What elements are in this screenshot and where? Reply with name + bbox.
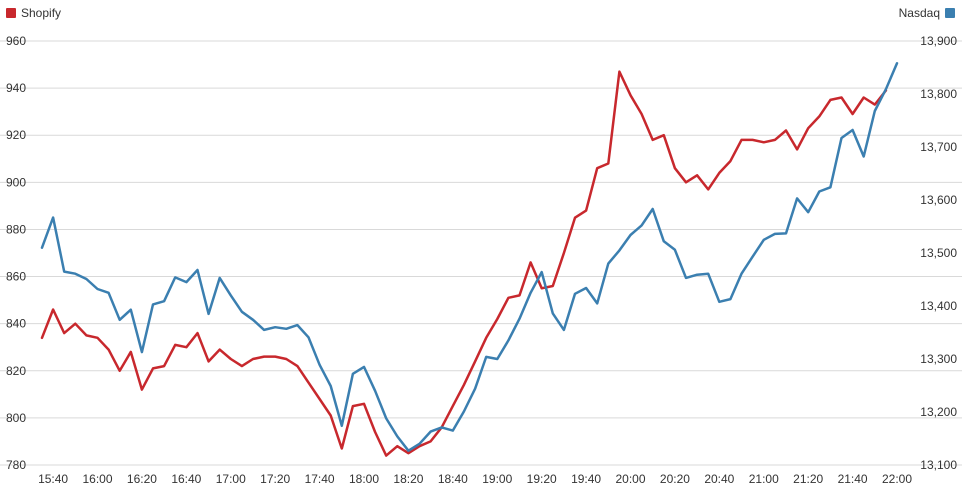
x-tick-label: 21:20: [793, 472, 823, 486]
legend-label-nasdaq: Nasdaq: [899, 6, 940, 20]
x-tick-label: 18:40: [438, 472, 468, 486]
x-tick-label: 19:00: [482, 472, 512, 486]
x-tick-label: 19:20: [527, 472, 557, 486]
legend-label-shopify: Shopify: [21, 6, 61, 20]
right-tick-label: 13,700: [920, 140, 957, 154]
x-tick-label: 17:00: [216, 472, 246, 486]
x-tick-label: 17:20: [260, 472, 290, 486]
x-tick-label: 19:40: [571, 472, 601, 486]
right-tick-label: 13,800: [920, 87, 957, 101]
series-line-nasdaq: [40, 62, 899, 452]
right-tick-label: 13,900: [920, 34, 957, 48]
x-tick-label: 17:40: [305, 472, 335, 486]
right-tick-label: 13,500: [920, 246, 957, 260]
right-tick-label: 13,400: [920, 299, 957, 313]
x-tick-label: 20:40: [704, 472, 734, 486]
x-tick-label: 20:00: [615, 472, 645, 486]
right-tick-label: 13,600: [920, 193, 957, 207]
left-tick-label: 820: [6, 364, 26, 378]
series: [40, 62, 899, 457]
x-tick-label: 16:00: [83, 472, 113, 486]
legend-swatch-nasdaq: [945, 8, 955, 18]
x-tick-label: 15:40: [38, 472, 68, 486]
x-tick-label: 22:00: [882, 472, 912, 486]
x-tick-label: 18:20: [393, 472, 423, 486]
left-tick-label: 840: [6, 317, 26, 331]
series-line-shopify: [40, 70, 888, 457]
left-tick-label: 880: [6, 222, 26, 236]
x-tick-label: 16:40: [171, 472, 201, 486]
x-tick-label: 21:40: [838, 472, 868, 486]
left-tick-label: 800: [6, 411, 26, 425]
right-y-axis: 13,100 13,200 13,300 13,400 13,500 13,600 13,7…: [920, 34, 957, 472]
legend-swatch-shopify: [6, 8, 16, 18]
right-tick-label: 13,100: [920, 458, 957, 472]
x-tick-label: 20:20: [660, 472, 690, 486]
left-y-axis: 780 800 820 840 860 880 900 920 940 960: [6, 34, 26, 472]
x-tick-label: 18:00: [349, 472, 379, 486]
left-tick-label: 780: [6, 458, 26, 472]
right-tick-label: 13,200: [920, 405, 957, 419]
gridlines: [0, 40, 962, 466]
x-axis: 15:40 16:00 16:20 16:40 17:00 17:20 17:40 18:00…: [38, 472, 912, 486]
left-tick-label: 940: [6, 81, 26, 95]
left-tick-label: 960: [6, 34, 26, 48]
left-tick-label: 860: [6, 270, 26, 284]
x-tick-label: 21:00: [749, 472, 779, 486]
x-tick-label: 16:20: [127, 472, 157, 486]
left-tick-label: 920: [6, 128, 26, 142]
legend: Shopify Nasdaq: [6, 6, 955, 20]
right-tick-label: 13,300: [920, 352, 957, 366]
left-tick-label: 900: [6, 175, 26, 189]
